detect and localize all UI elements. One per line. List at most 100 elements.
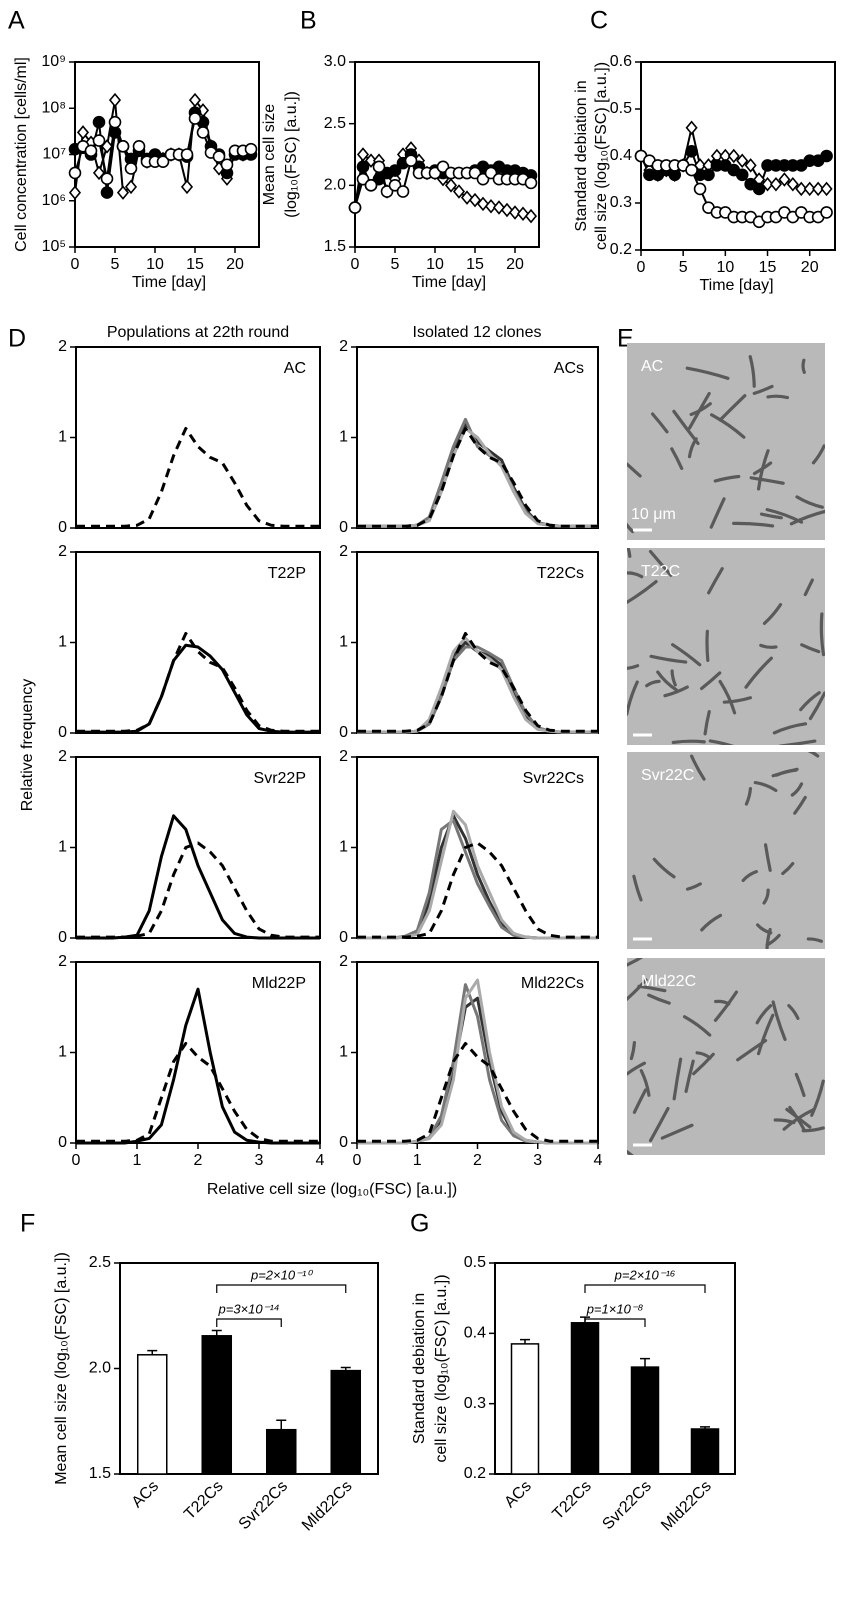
chart: 0 1 2 T22P — [58, 543, 321, 741]
cells — [627, 548, 825, 745]
cell — [718, 679, 737, 715]
y-tick-label: 2 — [58, 338, 67, 355]
annotation: p=2×10⁻¹⁶ — [614, 1267, 676, 1282]
marker — [188, 112, 202, 125]
cell — [759, 643, 778, 649]
cell — [744, 786, 753, 806]
cell — [649, 654, 688, 664]
marker — [108, 126, 122, 139]
cell — [781, 861, 795, 876]
series-line — [357, 417, 598, 528]
cell — [808, 691, 825, 721]
series-line — [76, 814, 320, 940]
marker — [100, 172, 114, 185]
marker — [116, 185, 130, 200]
chart: 0 1 2 Mld22Cs 0 1 2 3 4 — [339, 953, 602, 1169]
marker — [744, 158, 757, 173]
x-tick-label: 15 — [466, 256, 484, 273]
x-tick-label: Mld22Cs — [658, 1478, 715, 1535]
x-axis-label: Time [day] — [412, 274, 486, 291]
marker — [820, 206, 833, 219]
series-line — [357, 818, 598, 940]
bar — [630, 1366, 660, 1475]
marker — [188, 92, 202, 108]
annotation: p=2×10⁻¹⁰ — [250, 1267, 313, 1282]
chart: 0 1 2 Svr22Cs — [339, 748, 599, 946]
marker — [220, 158, 234, 172]
cell — [627, 664, 640, 670]
marker — [452, 184, 466, 199]
error-bar — [211, 1329, 222, 1336]
series-line — [357, 841, 598, 939]
series-line — [76, 1041, 320, 1143]
marker — [180, 179, 194, 195]
cell — [627, 1149, 634, 1155]
x-tick-label: 1 — [413, 1152, 422, 1169]
cell — [819, 612, 825, 657]
marker — [100, 186, 114, 199]
cell — [713, 990, 739, 1022]
cell — [753, 780, 778, 793]
marker — [212, 150, 226, 163]
marker — [124, 179, 138, 195]
x-tick-label: 15 — [759, 259, 777, 276]
cell — [732, 521, 775, 528]
cell — [722, 696, 752, 704]
cell — [627, 548, 632, 558]
cell — [707, 567, 724, 595]
x-tick-label: 5 — [111, 256, 120, 273]
cell — [789, 509, 825, 526]
scale-bar-label: 10 μm — [631, 506, 676, 523]
cell — [632, 874, 643, 902]
marker — [444, 178, 458, 193]
cell — [632, 1088, 648, 1114]
bar — [570, 1322, 600, 1475]
y-axis-label: Cell concentration [cells/ml] — [13, 57, 30, 252]
series-line — [357, 983, 598, 1145]
chart: 0.2 0.3 0.4 0.5 Standard debiation in cell si… — [411, 1254, 736, 1535]
y-tick-label: 10⁶ — [42, 192, 66, 209]
marker — [68, 185, 82, 200]
marker — [820, 181, 833, 197]
series-line — [76, 643, 320, 734]
cell — [672, 1057, 683, 1101]
x-tick-label: 4 — [594, 1152, 603, 1169]
cell — [803, 578, 814, 597]
cell — [660, 1123, 694, 1140]
y-tick-label: 2.5 — [324, 115, 346, 132]
marker — [396, 185, 410, 198]
marker — [180, 148, 194, 161]
cell — [627, 680, 639, 716]
panel-label: Mld22Cs — [521, 975, 584, 992]
bracket — [584, 1284, 706, 1293]
marker — [68, 166, 82, 180]
cell — [748, 355, 756, 388]
cell — [765, 927, 772, 949]
cell — [771, 1000, 787, 1041]
bracket — [216, 1318, 282, 1327]
cell — [627, 958, 644, 967]
cell — [779, 739, 817, 745]
chart: 0 1 2 Mld22P 0 1 2 3 4 — [58, 953, 324, 1169]
y-tick-label: 1 — [58, 634, 67, 651]
series-line — [76, 987, 320, 1145]
cells — [627, 355, 825, 534]
marker — [116, 140, 130, 153]
y-tick-label: 0 — [58, 724, 67, 741]
panel-label: AC — [284, 360, 306, 377]
bracket — [216, 1284, 347, 1293]
cell — [652, 857, 676, 879]
panel-letter: B — [300, 7, 317, 35]
x-tick-label: T22Cs — [549, 1478, 594, 1523]
y-axis-label: Mean cell size — [261, 104, 278, 205]
micrograph — [627, 548, 825, 745]
cells — [632, 752, 823, 949]
y-tick-label: 10⁵ — [42, 238, 66, 255]
bar — [136, 1354, 168, 1475]
y-tick-label: 0 — [339, 519, 348, 536]
y-tick-label: 1 — [58, 429, 67, 446]
panel-label: T22Cs — [537, 565, 584, 582]
y-tick-label: 1 — [339, 634, 348, 651]
y-tick-label: 2 — [58, 543, 67, 560]
cell — [810, 1079, 825, 1117]
